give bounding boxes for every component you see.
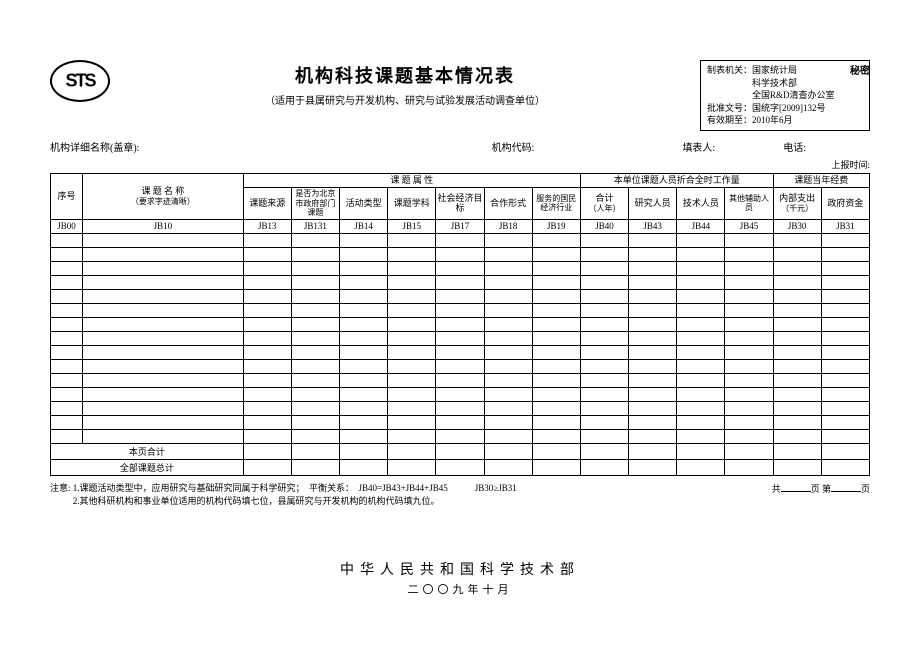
th-subject: 课题学科 [388, 187, 436, 219]
th-tech: 技术人员 [677, 187, 725, 219]
meta-l4: 批准文号：国统字[2009]132号 [707, 102, 863, 115]
table-row [51, 401, 870, 415]
notes-prefix: 注意: [50, 483, 71, 493]
main-table: 序号 课 题 名 称 （要求字迹清晰） 课 题 属 性 本单位课题人员折合全时工… [50, 173, 870, 476]
footer-date: 二〇〇九年十月 [50, 581, 870, 597]
th-internal: 内部支出 （千元） [773, 187, 821, 219]
code-c44: JB44 [677, 219, 725, 233]
table-row [51, 415, 870, 429]
code-c19: JB19 [532, 219, 580, 233]
notes-n1: 1.课题活动类型中，应用研究与基础研究同属于科学研究； 平衡关系： JB40=J… [73, 483, 517, 493]
sum-row-total: 全部课题总计 [51, 459, 870, 475]
th-total-sub: （人年） [581, 204, 628, 214]
table-row [51, 387, 870, 401]
th-other: 其他辅助人员 [725, 187, 773, 219]
meta-l5: 有效期至：2010年6月 [707, 114, 863, 127]
title-block: 机构科技课题基本情况表 （适用于县属研究与开发机构、研究与试验发展活动调查单位） [110, 60, 700, 107]
th-coop: 合作形式 [484, 187, 532, 219]
table-row [51, 303, 870, 317]
th-bj: 是否为北京市政府部门课题 [291, 187, 339, 219]
table-row [51, 275, 870, 289]
info-line: 机构详细名称(盖章): 机构代码: 填表人: 电话: [50, 139, 870, 154]
secret-mark: 秘密 [850, 62, 870, 77]
th-total-main: 合计 [581, 193, 628, 204]
th-acttype: 活动类型 [340, 187, 388, 219]
meta-l3: 全国R&D清查办公室 [707, 89, 863, 102]
footer: 中华人民共和国科学技术部 二〇〇九年十月 [50, 559, 870, 597]
sum2-label: 全部课题总计 [51, 459, 244, 475]
phone-label: 电话: [783, 139, 806, 154]
code-c14: JB14 [340, 219, 388, 233]
code-c15: JB15 [388, 219, 436, 233]
sum1-label: 本页合计 [51, 443, 244, 459]
th-source: 课题来源 [243, 187, 291, 219]
table-row [51, 345, 870, 359]
subtitle: （适用于县属研究与开发机构、研究与试验发展活动调查单位） [110, 92, 700, 107]
header-row: STS 机构科技课题基本情况表 （适用于县属研究与开发机构、研究与试验发展活动调… [50, 60, 870, 131]
th-fund: 课题当年经费 [773, 173, 869, 187]
table-row [51, 373, 870, 387]
th-target: 社会经济目标 [436, 187, 484, 219]
code-c13: JB13 [243, 219, 291, 233]
table-row [51, 233, 870, 247]
org-name-label: 机构详细名称(盖章): [50, 139, 139, 154]
main-title: 机构科技课题基本情况表 [110, 62, 700, 88]
code-c131: JB131 [291, 219, 339, 233]
table-row [51, 289, 870, 303]
code-c31: JB31 [821, 219, 869, 233]
th-workload: 本单位课题人员折合全时工作量 [580, 173, 773, 187]
meta-l2: 科学技术部 [707, 77, 863, 90]
th-name-sub: （要求字迹清晰） [83, 197, 243, 207]
th-research: 研究人员 [629, 187, 677, 219]
th-xh: 序号 [51, 173, 83, 219]
code-c30: JB30 [773, 219, 821, 233]
filler-label: 填表人: [682, 139, 715, 154]
org-code-label: 机构代码: [492, 139, 535, 154]
notes-n2: 2.其他科研机构和事业单位适用的机构代码填七位，县属研究与开发机构的机构代码填九… [73, 496, 440, 506]
code-c0: JB00 [51, 219, 83, 233]
code-c1: JB10 [83, 219, 244, 233]
page-indicator: 共页 第页 [772, 482, 870, 509]
logo: STS [50, 60, 110, 102]
code-c17: JB17 [436, 219, 484, 233]
logo-text: STS [65, 71, 94, 92]
th-total: 合计 （人年） [580, 187, 628, 219]
sum-row-page: 本页合计 [51, 443, 870, 459]
th-gov: 政府资金 [821, 187, 869, 219]
code-c18: JB18 [484, 219, 532, 233]
meta-box: 制表机关：国家统计局 科学技术部 全国R&D清查办公室 批准文号：国统字[200… [700, 60, 870, 131]
code-c40: JB40 [580, 219, 628, 233]
th-attr: 课 题 属 性 [243, 173, 580, 187]
meta-l1: 制表机关：国家统计局 [707, 64, 863, 77]
th-internal-main: 内部支出 [774, 193, 821, 204]
th-internal-sub: （千元） [774, 204, 821, 214]
th-name: 课 题 名 称 （要求字迹清晰） [83, 173, 244, 219]
table-row [51, 261, 870, 275]
table-row [51, 331, 870, 345]
table-row [51, 317, 870, 331]
notes: 注意: 1.课题活动类型中，应用研究与基础研究同属于科学研究； 平衡关系： JB… [50, 482, 870, 509]
table-row [51, 359, 870, 373]
table-body: 本页合计 全部课题总计 [51, 233, 870, 475]
table-row [51, 429, 870, 443]
footer-org: 中华人民共和国科学技术部 [50, 559, 870, 579]
code-c45: JB45 [725, 219, 773, 233]
th-service: 服务的国民经济行业 [532, 187, 580, 219]
code-c43: JB43 [629, 219, 677, 233]
th-name-main: 课 题 名 称 [83, 186, 243, 197]
table-row [51, 247, 870, 261]
report-time-label: 上报时间: [50, 158, 870, 171]
